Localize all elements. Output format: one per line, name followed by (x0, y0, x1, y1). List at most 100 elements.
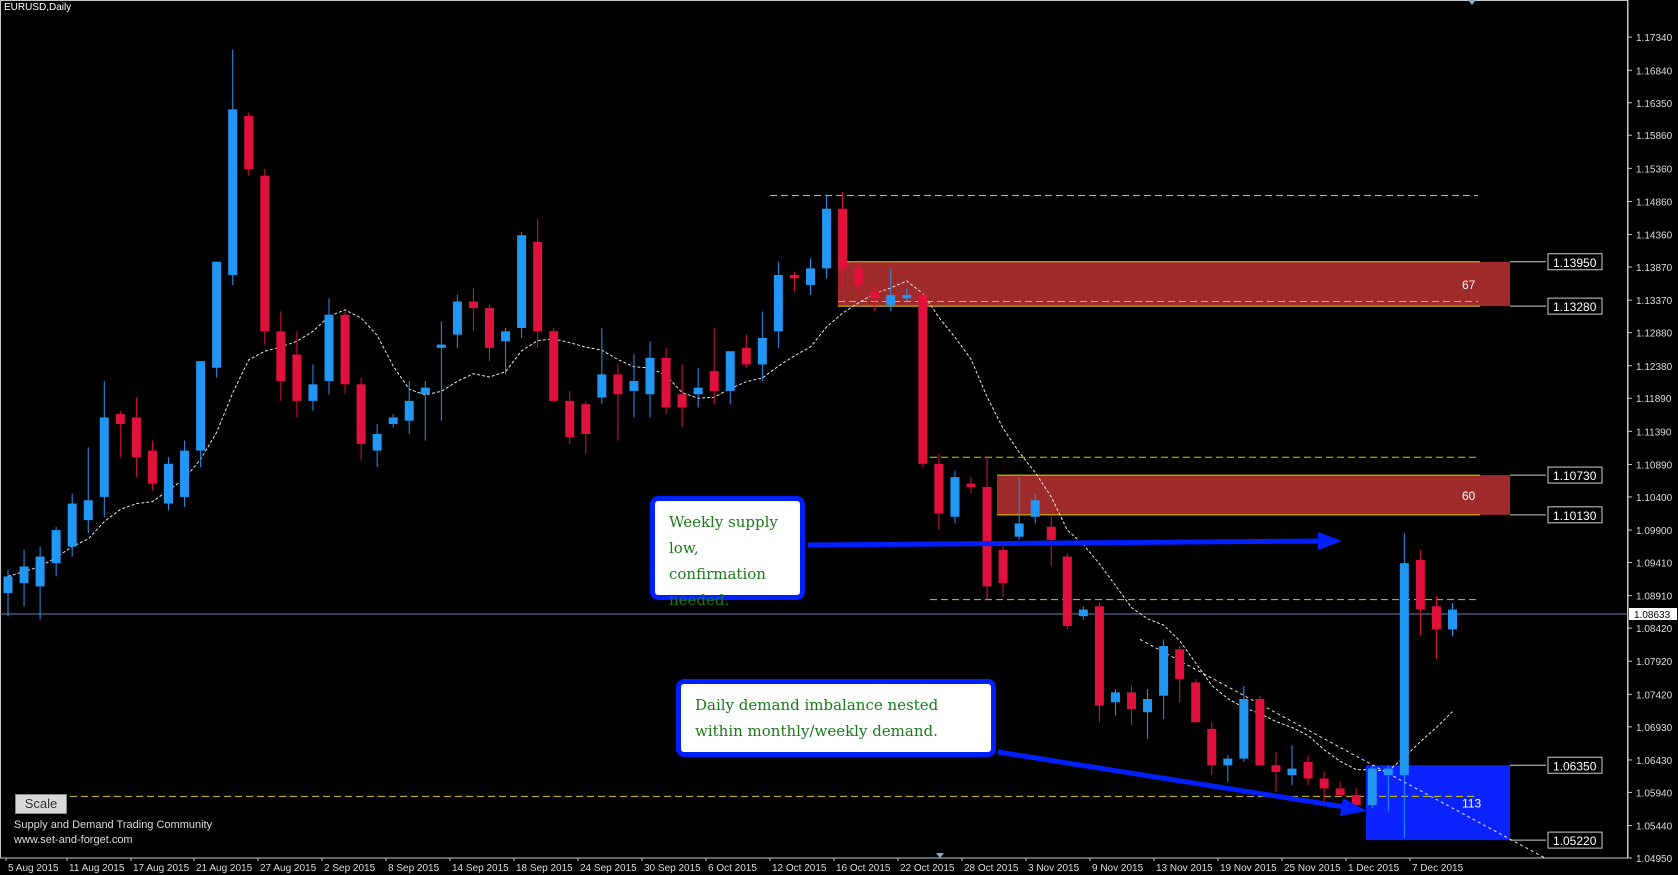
x-tick-label: 25 Nov 2015 (1284, 863, 1341, 874)
candle-body (565, 400, 575, 438)
candle-body (773, 275, 783, 332)
candle-body (1287, 768, 1297, 776)
candle-body (115, 414, 125, 425)
candle-body (372, 434, 382, 451)
candle-body (693, 387, 703, 395)
candle-body (324, 314, 334, 381)
x-tick-label: 1 Dec 2015 (1348, 863, 1400, 874)
candle-body (1255, 699, 1265, 766)
y-tick-label: 1.10400 (1636, 493, 1673, 504)
supply-annotation-box: Weekly supply low, confirmation needed. (650, 496, 805, 609)
x-tick-label: 28 Oct 2015 (964, 863, 1019, 874)
candle-body (67, 503, 77, 547)
candle-body (276, 331, 286, 381)
zone-label: 67 (1462, 278, 1476, 292)
candle-body (260, 175, 270, 332)
y-tick-label: 1.08420 (1636, 624, 1673, 635)
candle-body (164, 463, 173, 504)
scroll-marker-icon (1468, 0, 1476, 5)
candle-body (757, 337, 767, 365)
y-tick-label: 1.12880 (1636, 329, 1673, 340)
y-tick-label: 1.08910 (1636, 592, 1673, 603)
y-tick-label: 1.10890 (1636, 460, 1673, 471)
demand-annotation-text: Daily demand imbalance nested within mon… (695, 696, 939, 740)
x-tick-label: 3 Nov 2015 (1028, 863, 1080, 874)
candle-body (982, 487, 992, 587)
price-label: 1.06350 (1553, 759, 1597, 773)
x-tick-label: 5 Aug 2015 (8, 863, 59, 874)
candle-body (934, 463, 944, 514)
candle-body (822, 208, 832, 269)
candle-body (613, 374, 623, 395)
x-tick-label: 11 Aug 2015 (69, 863, 125, 874)
y-tick-label: 1.14860 (1636, 197, 1673, 208)
candle-body (340, 314, 350, 385)
y-tick-label: 1.09900 (1636, 526, 1673, 537)
candle-body (1014, 523, 1024, 537)
candle-body (244, 116, 254, 169)
candle-body (581, 404, 591, 434)
x-tick-label: 9 Nov 2015 (1092, 863, 1144, 874)
y-tick-label: 1.15860 (1636, 131, 1673, 142)
x-tick-label: 22 Oct 2015 (900, 863, 955, 874)
candle-body (1415, 559, 1425, 610)
candle-body (661, 357, 671, 408)
y-tick-label: 1.06930 (1636, 723, 1673, 734)
price-label: 1.05220 (1553, 834, 1597, 848)
candle-body (1448, 609, 1457, 630)
price-label-box (1547, 253, 1603, 271)
candle-body (854, 268, 864, 285)
supply-arrowhead (1318, 532, 1342, 550)
demand-zone-113 (1366, 765, 1510, 841)
supply-annotation-text: Weekly supply low, confirmation needed. (669, 513, 778, 609)
x-tick-label: 7 Dec 2015 (1412, 863, 1464, 874)
y-tick-label: 1.17340 (1636, 33, 1673, 44)
supply-arrow (807, 538, 1321, 548)
candle-body (420, 387, 430, 395)
candle-body (404, 400, 414, 421)
trend-line (1139, 638, 1546, 859)
candle-body (3, 576, 13, 593)
x-tick-label: 12 Oct 2015 (772, 863, 827, 874)
candle-body (886, 294, 896, 305)
candle-body (789, 275, 799, 279)
current-price-tag (1629, 608, 1677, 621)
y-tick-label: 1.11890 (1636, 394, 1672, 405)
candle-body (19, 566, 29, 584)
scale-button[interactable]: Scale (15, 794, 67, 814)
x-tick-label: 21 Aug 2015 (196, 863, 253, 874)
candle-body (1094, 606, 1104, 706)
candle-body (1127, 692, 1136, 709)
candle-body (725, 351, 735, 391)
candle-body (292, 354, 302, 401)
candle-body (1046, 526, 1056, 540)
candle-body (1175, 649, 1185, 680)
candle-body (677, 394, 687, 408)
price-label: 1.10730 (1553, 469, 1597, 483)
candle-body (517, 235, 527, 328)
x-tick-label: 13 Nov 2015 (1156, 863, 1213, 874)
x-tick-label: 2 Sep 2015 (324, 863, 376, 874)
candle-body (1030, 500, 1040, 517)
candle-body (741, 347, 751, 365)
candle-body (966, 483, 976, 487)
y-tick-label: 1.04950 (1636, 854, 1673, 865)
chart-title: EURUSD,Daily (4, 2, 72, 13)
candle-body (1110, 692, 1120, 703)
y-tick-label: 1.09410 (1636, 559, 1673, 570)
candle-body (501, 331, 511, 342)
zone-label: 113 (1462, 797, 1481, 811)
candle-body (131, 417, 141, 458)
candle-body (228, 109, 238, 275)
candle-body (1159, 646, 1169, 696)
candle-body (452, 301, 462, 335)
y-tick-label: 1.15360 (1636, 164, 1673, 175)
candle-body (806, 268, 815, 285)
y-tick-label: 1.13370 (1636, 296, 1673, 307)
x-tick-label: 17 Aug 2015 (133, 863, 190, 874)
period-separator-marker (936, 853, 944, 858)
y-tick-label: 1.16840 (1636, 66, 1673, 77)
y-tick-label: 1.16350 (1636, 99, 1673, 110)
y-tick-label: 1.12380 (1636, 362, 1673, 373)
